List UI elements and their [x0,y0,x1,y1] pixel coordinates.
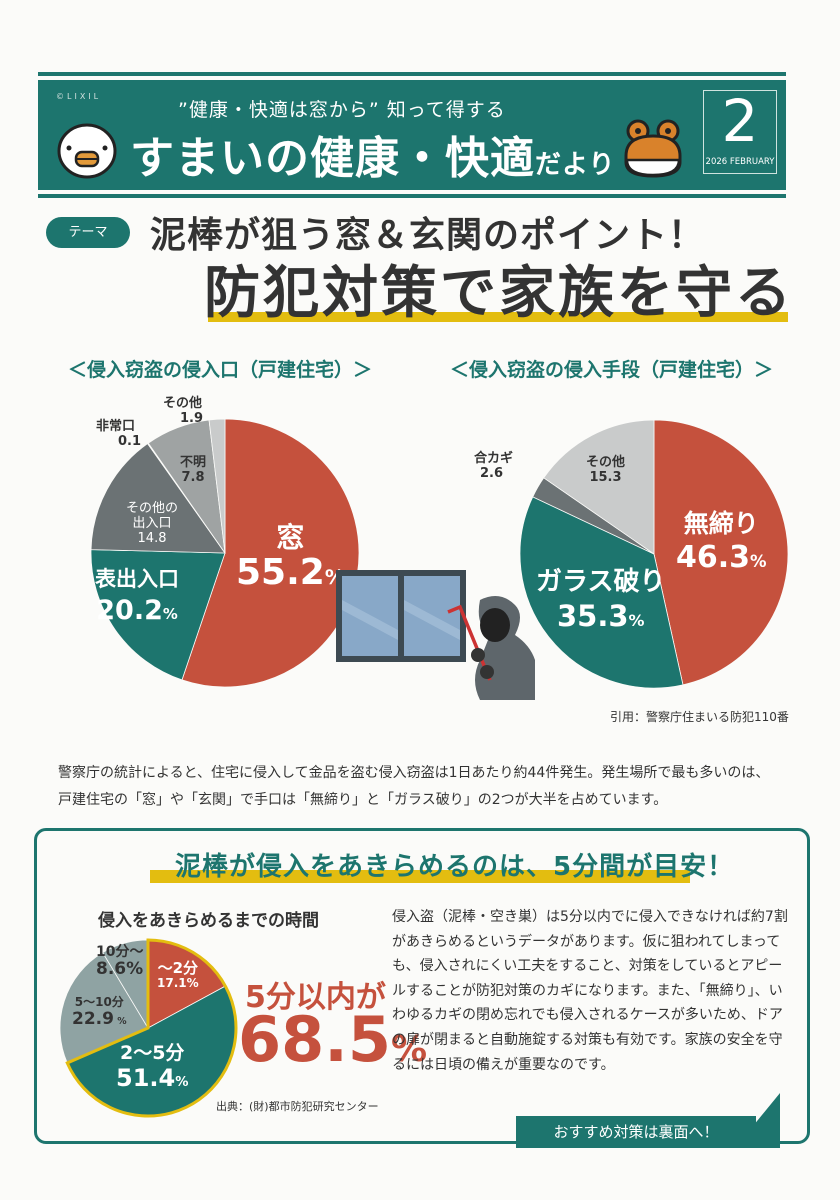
pie1-label-unknown: 不明 7.8 [180,455,207,485]
pie2-label-unlocked: 無締り 46.3% [676,509,767,575]
pie2-label-duplicate-key: 合カギ 2.6 [474,451,514,481]
newsletter-header: ©LIXIL ”健康・快適は窓から” 知って得する すまいの健康・快適だより 2… [38,80,786,190]
pie3-label-2-5min: 2～5分 51.4% [116,1042,189,1092]
heading-underline [150,870,690,883]
title-main: すまいの健康・快適 [130,133,535,184]
burglar-at-window-illustration [336,570,535,700]
pie1-label-window: 窓 55.2% [236,521,345,594]
pie1-slice-1 [90,549,226,681]
pie3-label-5-10min: 5～10分 22.9 % [72,995,127,1029]
pie1-slice-5 [208,418,226,554]
title-suffix: だより [535,150,616,180]
pie2-slice-1 [519,496,684,689]
info-box [34,828,810,1144]
chart-title-give-up-time: 侵入をあきらめるまでの時間 [98,911,319,931]
see-back-page-link[interactable]: おすすめ対策は裏面へ！ [516,1116,756,1148]
page-title: 防犯対策で家族を守る [204,261,794,326]
theme-headline: 泥棒が狙う窓＆玄関のポイント！ [150,215,706,256]
pie2-label-glass-break: ガラス破り 35.3% [536,567,666,633]
title-underline [208,312,788,322]
pie1-label-emergency-exit: 非常口 0.1 [96,419,142,449]
pie3-highlight-outline [65,938,238,1118]
pie3-label-over-10min: 10分～ 8.6% [96,944,144,980]
chart-source-research: 出典：(財)都市防犯研究センター [216,1100,379,1113]
chart-source-police: 引用：警察庁住まいる防犯110番 [610,710,789,724]
highlight-value: 68.5% [238,1003,428,1076]
pie3-slice-2 [59,951,149,1064]
frog-icon [624,119,682,178]
chart-title-entry-point: ＜侵入窃盗の侵入口（戸建住宅）＞ [68,359,373,381]
issue-number: 2 [721,87,759,155]
intro-text: 警察庁の統計によると、住宅に侵入して金品を盗む侵入窃盗は1日あたり約44件発生。… [58,765,770,808]
pie2-slice-0 [653,419,789,686]
pie1-label-other-entrance: その他の 出入口 14.8 [126,501,179,546]
box-heading: 泥棒が侵入をあきらめるのは、5分間が目安！ [175,852,735,882]
pie3-label-under-2min: ～2分 17.1% [157,959,199,991]
pie2-slice-3 [543,419,655,555]
pie1-slice-2 [90,443,226,554]
header-title: すまいの健康・快適だより [130,122,615,186]
copyright: ©LIXIL [56,92,102,101]
header-top-rule [38,72,786,76]
highlight-caption: 5分以内が [245,980,386,1015]
header-bottom-rule [38,194,786,198]
theme-badge: テーマ [46,217,130,248]
bird-icon [57,123,117,179]
pie1-label-front-door: 表出入口 20.2% [95,567,179,627]
pie2-label-other: その他 15.3 [586,455,626,485]
pie1-label-other: その他 1.9 [163,396,204,426]
issue-badge: 2 2026 FEBRUARY [703,87,777,174]
box-paragraph: 侵入盗（泥棒・空き巣）は5分以内でに侵入できなければ約7割があきらめるというデー… [392,909,788,1073]
issue-date: 2026 FEBRUARY [705,157,775,167]
header-subtitle: ”健康・快適は窓から” 知って得する [178,99,506,121]
chart-title-entry-method: ＜侵入窃盗の侵入手段（戸建住宅）＞ [450,359,774,381]
